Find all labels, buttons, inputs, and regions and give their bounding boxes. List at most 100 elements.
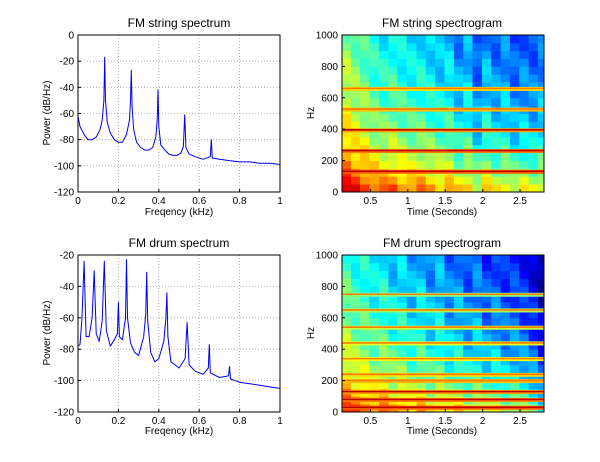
spectrogram-cell: [463, 286, 473, 295]
spectrogram-cell: [481, 309, 492, 319]
x-axis-label: Freqency (kHz): [145, 426, 213, 437]
spectrogram-cell: [538, 255, 545, 264]
spectrogram-cell: [538, 341, 545, 350]
y-tick-label: 600: [321, 313, 338, 324]
spectrogram-cell: [538, 325, 545, 334]
spectrogram-cell: [397, 325, 408, 334]
spectrogram-cell: [379, 294, 389, 303]
spectrogram-cell: [388, 341, 398, 350]
spectrogram-cell: [425, 294, 436, 303]
spectrogram-cell: [406, 50, 417, 59]
spectrogram-cell: [379, 309, 389, 319]
spectrogram-cell: [481, 278, 492, 287]
spectrogram-cell: [406, 35, 417, 44]
spectrogram-cell: [435, 184, 445, 193]
spectrogram-cell: [444, 278, 455, 287]
spectrogram-cell: [397, 176, 408, 185]
spectrogram-cell: [509, 333, 520, 342]
spectrogram-cell: [397, 255, 408, 264]
spectrogram-cell: [406, 89, 417, 99]
spectrogram-cell: [425, 121, 436, 130]
spectrogram-cell: [397, 309, 408, 319]
spectrogram-cell: [538, 144, 545, 154]
spectrogram-cell: [342, 302, 352, 311]
spectrogram-cell: [425, 325, 436, 334]
spectrogram-cell: [444, 364, 455, 374]
spectrogram-cell: [444, 152, 455, 161]
spectrogram-cell: [397, 364, 408, 374]
spectrogram-cell: [481, 176, 492, 185]
spectrogram-cell: [472, 286, 483, 295]
spectrogram-cell: [425, 58, 436, 67]
x-tick-label: 1: [277, 416, 283, 427]
chart-title: FM drum spectrogram: [383, 236, 501, 250]
spectrogram-cell: [397, 82, 408, 91]
spectrogram-cell: [472, 113, 483, 122]
spectrogram-cell: [435, 121, 445, 130]
spectrogram-cell: [416, 255, 427, 264]
spectrogram-cell: [463, 137, 473, 146]
spectrogram-cell: [538, 286, 545, 295]
y-tick-label: 800: [321, 282, 338, 293]
x-tick-label: 0: [75, 416, 81, 427]
spectrogram-cell: [500, 152, 511, 161]
spectrogram-cell: [472, 50, 483, 59]
series-line: [77, 56, 281, 165]
spectrogram-cell: [491, 89, 502, 99]
spectrogram-cell: [416, 184, 427, 193]
spectrogram-cell: [397, 317, 408, 327]
spectrogram-cell: [538, 113, 545, 122]
x-tick-label: 2: [480, 416, 486, 427]
spectrogram-cell: [472, 364, 483, 374]
spectrogram-cell: [509, 74, 520, 83]
spectrogram-cell: [538, 364, 545, 374]
spectrogram-cell: [379, 278, 389, 287]
spectrogram-cell: [491, 42, 502, 52]
spectrogram-cell: [481, 74, 492, 83]
spectrogram-cell: [369, 372, 380, 381]
spectrogram-cell: [425, 286, 436, 295]
spectrogram-cell: [491, 325, 502, 334]
spectrogram-cell: [406, 286, 417, 295]
spectrogram-cell: [463, 341, 473, 350]
spectrogram-cell: [500, 89, 511, 99]
spectrogram-cell: [509, 317, 520, 327]
spectrogram-cell: [500, 278, 511, 287]
y-tick-label: -60: [60, 109, 75, 120]
spectrogram-cell: [500, 144, 511, 154]
spectrogram-cell: [463, 42, 473, 52]
spectrogram-cell: [369, 349, 380, 358]
spectrogram-cell: [538, 349, 545, 358]
spectrogram-cell: [397, 270, 408, 279]
spectrogram-cell: [538, 121, 545, 130]
spectrogram-cell: [397, 89, 408, 99]
spectrogram-cell: [509, 255, 520, 264]
spectrogram-cell: [491, 255, 502, 264]
spectrogram-cell: [406, 341, 417, 350]
spectrogram-cell: [379, 74, 389, 83]
spectrogram-cell: [528, 129, 539, 138]
spectrogram-cell: [509, 278, 520, 287]
spectrogram-cell: [500, 380, 511, 389]
y-axis-label: Hz: [306, 107, 317, 119]
spectrogram-cell: [425, 302, 436, 311]
spectrogram-cell: [342, 255, 352, 264]
spectrogram-cell: [359, 349, 370, 358]
spectrogram-cell: [379, 184, 389, 193]
spectrogram-cell: [500, 113, 511, 122]
spectrogram-cell: [538, 137, 545, 146]
spectrogram-cell: [463, 129, 473, 138]
spectrogram-cell: [453, 184, 464, 193]
spectrogram-cell: [388, 255, 398, 264]
x-tick-label: 0.4: [152, 196, 166, 207]
spectrogram-cell: [519, 66, 530, 75]
spectrogram-cell: [425, 160, 436, 169]
spectrogram-cell: [350, 137, 361, 146]
spectrogram-cell: [388, 89, 398, 99]
spectrogram-cell: [509, 50, 520, 59]
spectrogram-cell: [369, 302, 380, 311]
spectrogram-cell: [425, 270, 436, 279]
spectrogram-cell: [406, 364, 417, 374]
spectrogram-cell: [528, 317, 539, 327]
spectrogram-cell: [435, 333, 445, 342]
